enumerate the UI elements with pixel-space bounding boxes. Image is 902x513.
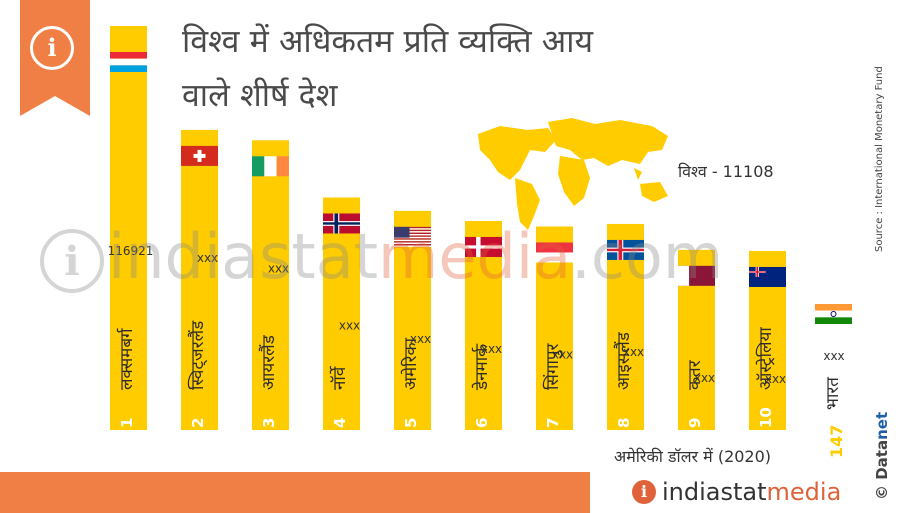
flag-india-icon [815, 304, 852, 324]
info-icon: i [30, 26, 74, 70]
category-label: भारत [823, 377, 843, 410]
category-label: आइसलैंड [613, 331, 634, 390]
category-label: नॉर्वे [329, 366, 350, 390]
rank-label: 10 [757, 407, 775, 428]
corner-notch [20, 96, 90, 116]
flag-ireland-icon [252, 156, 289, 177]
logo-info-icon: i [632, 480, 656, 504]
rank-label: 9 [686, 418, 704, 428]
flag-iceland-icon [607, 239, 644, 260]
flag-qatar-icon [678, 265, 715, 286]
value-label: xxx [339, 318, 360, 332]
value-label: 116921 [108, 244, 154, 258]
rank-label: 147 [827, 425, 846, 458]
value-label: xxx [268, 261, 289, 275]
copyright-mark: © [873, 479, 891, 500]
chart-title: विश्व में अधिकतम प्रति व्यक्ति आय वाले श… [182, 14, 702, 122]
flag-usa-icon [394, 226, 431, 247]
source-note: Source : International Monetary Fund [874, 66, 885, 252]
rank-label: 4 [331, 418, 349, 428]
category-label: सिंगापुर [542, 342, 563, 390]
bar-group: xxx भारत 147 [815, 304, 852, 458]
value-label: xxx [197, 251, 218, 265]
rank-label: 7 [544, 418, 562, 428]
flag-singapore-icon [536, 242, 573, 263]
category-label: स्विट्जरलैंड [187, 320, 208, 390]
rank-label: 8 [615, 418, 633, 428]
datanet-net: net [873, 411, 891, 440]
value-label: xxx [623, 345, 644, 359]
bar-group: xxx स्विट्जरलैंड 2 [181, 129, 218, 430]
value-label: xxx [552, 347, 573, 361]
title-line-2: वाले शीर्ष देश [182, 76, 338, 114]
value-label: xxx [481, 342, 502, 356]
rank-label: 5 [402, 418, 420, 428]
flag-australia-icon [749, 266, 786, 287]
rank-label: 1 [118, 418, 136, 428]
datanet-data: Data [873, 439, 891, 480]
value-label: xxx [410, 332, 431, 346]
flag-denmark-icon [465, 236, 502, 257]
flag-switzerland-icon [181, 145, 218, 166]
bar [110, 26, 147, 430]
bar-group: xxx आयरलैंड 3 [252, 140, 289, 430]
bar [323, 197, 360, 430]
rank-label: 2 [189, 418, 207, 428]
rank-label: 3 [260, 418, 278, 428]
rank-label: 6 [473, 418, 491, 428]
bar [252, 140, 289, 430]
datanet-credit: © Datanet [873, 412, 891, 500]
value-label: xxx [694, 371, 715, 385]
bar [394, 210, 431, 430]
category-label: लक्समबर्ग [116, 327, 137, 390]
title-line-1: विश्व में अधिकतम प्रति व्यक्ति आय [182, 22, 594, 60]
footer-bar [0, 472, 590, 513]
value-label: xxx [765, 372, 786, 386]
flag-luxembourg-icon [110, 52, 147, 72]
indiastat-logo[interactable]: i indiastat media [632, 478, 841, 506]
category-label: आयरलैंड [258, 334, 279, 390]
bar-group: 116921 लक्समबर्ग 1 [108, 26, 154, 430]
bar [181, 129, 218, 430]
category-label: डेनमार्क [471, 343, 492, 391]
category-label: कतर [685, 359, 705, 390]
world-average-label: विश्व - 11108 [678, 162, 774, 181]
category-label: अमेरिका [400, 337, 421, 390]
flag-norway-icon [323, 213, 360, 234]
logo-media: media [766, 478, 842, 506]
bar-group: xxx नॉर्वे 4 [323, 197, 360, 430]
value-label: xxx [823, 349, 844, 363]
world-map-icon [478, 118, 668, 230]
logo-india: indiastat [662, 478, 767, 506]
unit-note: अमेरिकी डॉलर में (2020) [614, 447, 772, 466]
category-label: ऑस्ट्रेलिया [755, 327, 776, 390]
